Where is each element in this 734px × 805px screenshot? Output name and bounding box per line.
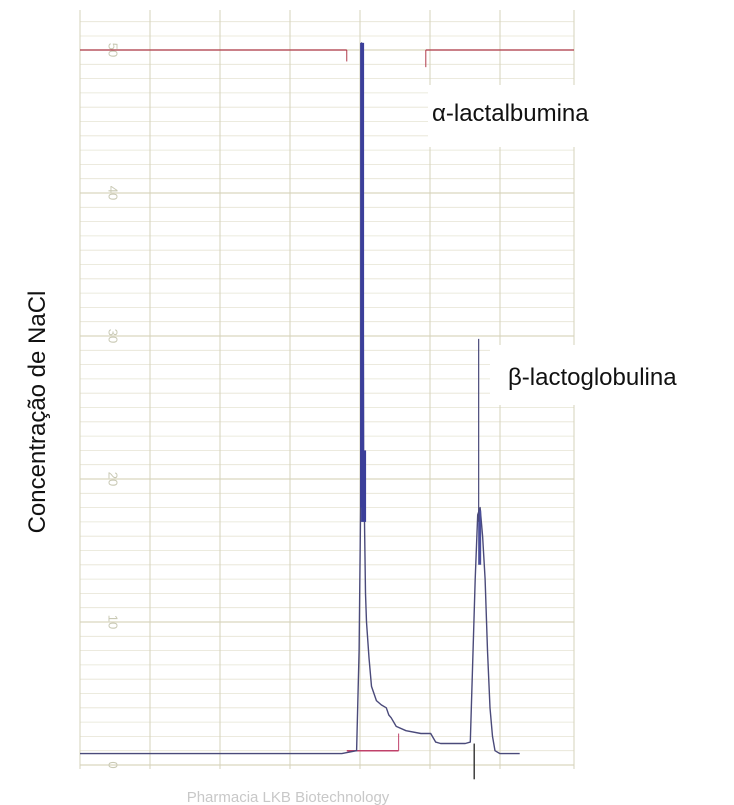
y-tick-label: 20	[106, 472, 121, 486]
chart-series	[80, 42, 520, 780]
y-tick-label: 10	[106, 615, 121, 629]
annotations: α-lactalbumina β-lactoglobulina	[428, 85, 734, 405]
y-tick-label: 0	[106, 761, 121, 768]
absorbance-trace	[80, 42, 520, 755]
annotation-beta-lactoglobulin: β-lactoglobulina	[508, 364, 677, 391]
y-tick-label: 40	[106, 186, 121, 200]
annotation-box	[490, 345, 734, 405]
y-tick-label: 30	[106, 329, 121, 343]
peak-ink-alpha	[360, 42, 365, 508]
peak-ink-beta	[478, 510, 482, 565]
footer-text: Pharmacia LKB Biotechnology	[187, 789, 390, 805]
y-axis-label: Concentração de NaCl	[24, 291, 51, 534]
peak-ink-alpha-base	[361, 450, 367, 522]
annotation-alpha-lactalbumin: α-lactalbumina	[432, 100, 589, 127]
annotation-box	[428, 85, 668, 147]
